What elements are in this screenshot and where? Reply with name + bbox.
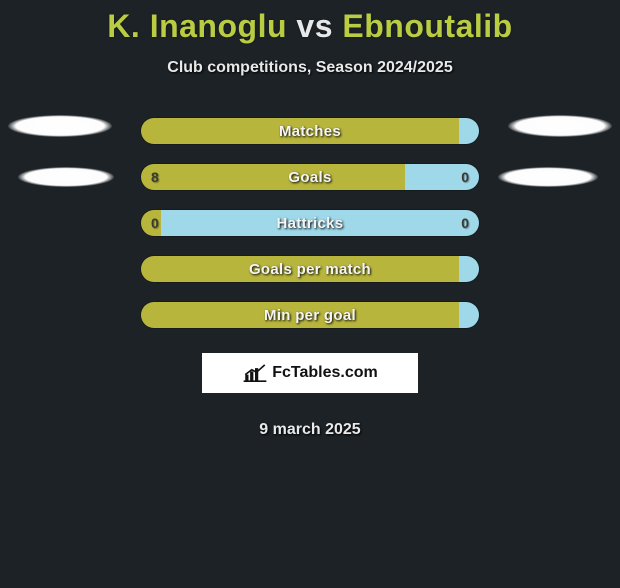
- stat-bar-left-segment: [141, 118, 459, 144]
- stat-bar-row: Min per goal: [140, 301, 480, 329]
- stat-bar-right-segment: 0: [161, 210, 479, 236]
- stat-bars: Matches 80Goals 00Hattricks Goals per match…: [140, 117, 480, 329]
- avatar-shadow-icon: [18, 167, 114, 187]
- stat-bar-left-segment: 8: [141, 164, 405, 190]
- avatar-shadow-icon: [8, 115, 112, 137]
- player1-name: K. Inanoglu: [107, 8, 287, 44]
- stat-bar-left-segment: [141, 302, 459, 328]
- stat-bar-right-segment: [459, 118, 479, 144]
- player2-name: Ebnoutalib: [342, 8, 512, 44]
- chart-area: Matches 80Goals 00Hattricks Goals per match…: [0, 117, 620, 439]
- stat-bar-right-segment: [459, 302, 479, 328]
- stat-bar-row: Matches: [140, 117, 480, 145]
- stat-bar-row: Goals per match: [140, 255, 480, 283]
- comparison-title: K. Inanoglu vs Ebnoutalib: [0, 8, 620, 45]
- watermark-text: FcTables.com: [272, 364, 378, 382]
- stat-bar-right-segment: 0: [405, 164, 479, 190]
- stat-bar-left-segment: 0: [141, 210, 161, 236]
- watermark: FcTables.com: [202, 353, 418, 393]
- stat-bar-row: 80Goals: [140, 163, 480, 191]
- stat-bar-row: 00Hattricks: [140, 209, 480, 237]
- vs-text: vs: [296, 8, 333, 44]
- avatar-shadow-icon: [498, 167, 598, 187]
- watermark-chart-icon: [242, 362, 268, 384]
- avatar-shadow-icon: [508, 115, 612, 137]
- player1-avatar-placeholder: [2, 115, 122, 205]
- stat-bar-left-segment: [141, 256, 459, 282]
- subtitle: Club competitions, Season 2024/2025: [0, 59, 620, 77]
- footer-date: 9 march 2025: [0, 421, 620, 439]
- player2-avatar-placeholder: [498, 115, 618, 205]
- stat-bar-right-segment: [459, 256, 479, 282]
